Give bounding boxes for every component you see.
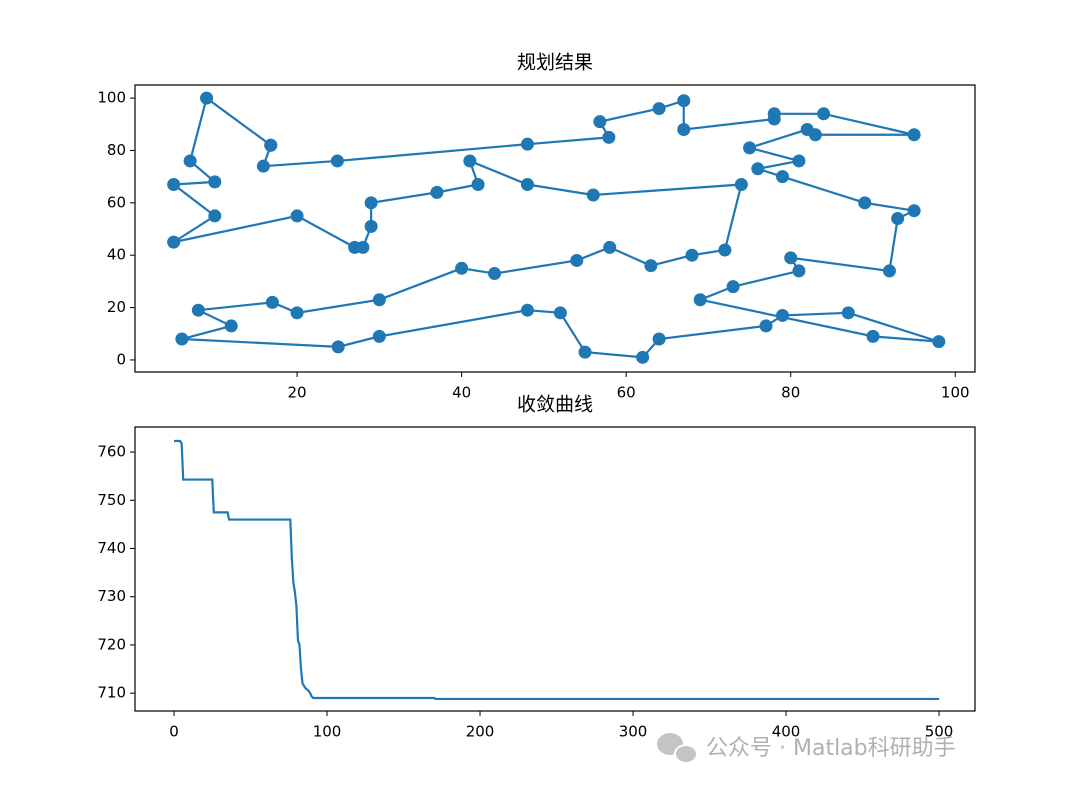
data-point <box>463 154 477 168</box>
data-point <box>264 138 278 152</box>
data-point <box>348 240 362 254</box>
data-point <box>520 303 534 317</box>
y-tick-label: 730 <box>97 587 126 605</box>
data-point <box>775 308 789 322</box>
data-point <box>331 340 345 354</box>
y-tick-label: 40 <box>107 246 126 264</box>
data-point <box>677 94 691 108</box>
data-point <box>553 306 567 320</box>
x-tick-label: 200 <box>466 723 495 741</box>
x-tick-label: 0 <box>169 723 179 741</box>
data-point <box>265 295 279 309</box>
data-point <box>784 251 798 265</box>
y-tick-label: 100 <box>97 89 126 107</box>
y-tick-label: 0 <box>116 350 126 368</box>
data-point <box>652 332 666 346</box>
watermark: 公众号 · Matlab科研助手 <box>706 736 956 761</box>
data-point <box>602 130 616 144</box>
data-line <box>170 96 940 359</box>
data-point <box>224 319 238 333</box>
x-tick-label: 100 <box>313 723 342 741</box>
data-point <box>636 350 650 364</box>
data-point <box>488 267 502 281</box>
data-point <box>858 196 872 210</box>
data-point <box>866 329 880 343</box>
wechat-icon <box>657 733 698 764</box>
data-point <box>693 293 707 307</box>
x-tick-label: 40 <box>452 384 471 402</box>
x-tick-label: 500 <box>925 723 954 741</box>
y-tick-label: 710 <box>97 684 126 702</box>
data-point <box>603 240 617 254</box>
x-tick-label: 20 <box>288 384 307 402</box>
data-point <box>677 123 691 137</box>
data-point <box>290 306 304 320</box>
data-point <box>578 345 592 359</box>
x-tick-label: 400 <box>772 723 801 741</box>
data-point <box>208 175 222 189</box>
chart-title: 规划结果 <box>517 52 593 74</box>
data-point <box>372 293 386 307</box>
data-point <box>759 319 773 333</box>
data-point <box>800 123 814 137</box>
y-tick-label: 760 <box>97 443 126 461</box>
data-point <box>455 261 469 275</box>
data-point <box>644 259 658 273</box>
data-point <box>256 159 270 173</box>
data-point <box>726 280 740 294</box>
data-point <box>685 248 699 262</box>
data-point <box>718 243 732 257</box>
data-point <box>792 264 806 278</box>
data-point <box>891 212 905 226</box>
y-tick-label: 750 <box>97 491 126 509</box>
x-tick-label: 60 <box>617 384 636 402</box>
data-point <box>593 115 607 129</box>
data-point <box>430 185 444 199</box>
data-point <box>841 306 855 320</box>
y-tick-label: 80 <box>107 141 126 159</box>
data-point <box>907 204 921 218</box>
y-tick-label: 20 <box>107 298 126 316</box>
data-point <box>932 335 946 349</box>
data-point <box>751 162 765 176</box>
x-tick-label: 80 <box>781 384 800 402</box>
data-point <box>520 137 534 151</box>
data-point <box>792 154 806 168</box>
data-point <box>767 107 781 121</box>
data-point <box>520 178 534 192</box>
y-tick-label: 720 <box>97 635 126 653</box>
data-point <box>290 209 304 223</box>
y-tick-label: 60 <box>107 193 126 211</box>
data-point <box>372 329 386 343</box>
plot-frame <box>134 84 976 373</box>
data-point <box>167 178 181 192</box>
data-line <box>174 439 940 701</box>
data-point <box>817 107 831 121</box>
data-point <box>734 178 748 192</box>
data-point <box>364 196 378 210</box>
chart-title: 收敛曲线 <box>517 394 593 416</box>
data-point <box>183 154 197 168</box>
x-tick-label: 300 <box>619 723 648 741</box>
data-point <box>570 253 584 267</box>
data-point <box>364 219 378 233</box>
data-point <box>191 303 205 317</box>
data-point <box>907 128 921 142</box>
data-point <box>471 178 485 192</box>
data-point <box>652 102 666 116</box>
data-point <box>775 170 789 184</box>
data-point <box>882 264 896 278</box>
data-point <box>200 91 214 105</box>
plot-frame <box>134 426 976 712</box>
data-point <box>208 209 222 223</box>
data-point <box>330 154 344 168</box>
data-point <box>167 235 181 249</box>
data-point <box>586 188 600 202</box>
data-point <box>743 141 757 155</box>
x-tick-label: 100 <box>941 384 970 402</box>
y-tick-label: 740 <box>97 539 126 557</box>
data-point <box>175 332 189 346</box>
